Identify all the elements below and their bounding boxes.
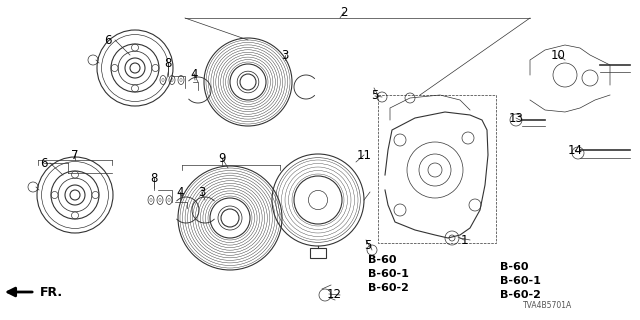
Text: 5: 5 (371, 89, 379, 101)
Text: B-60: B-60 (368, 255, 397, 265)
Text: 10: 10 (550, 49, 565, 61)
Text: 8: 8 (150, 172, 157, 185)
Text: 14: 14 (568, 143, 582, 156)
Text: 7: 7 (71, 148, 79, 162)
Text: 8: 8 (164, 57, 172, 69)
Text: 4: 4 (190, 68, 198, 81)
Text: 12: 12 (326, 289, 342, 301)
Text: TVA4B5701A: TVA4B5701A (523, 301, 572, 310)
Text: 9: 9 (218, 151, 226, 164)
Text: 3: 3 (198, 186, 205, 198)
Text: B-60-2: B-60-2 (500, 290, 541, 300)
Text: B-60-1: B-60-1 (368, 269, 409, 279)
Text: B-60-2: B-60-2 (368, 283, 409, 293)
Text: 5: 5 (364, 238, 372, 252)
Text: 4: 4 (176, 186, 184, 198)
Text: B-60: B-60 (500, 262, 529, 272)
Text: 3: 3 (282, 49, 289, 61)
Text: 11: 11 (356, 148, 371, 162)
Text: 13: 13 (509, 111, 524, 124)
Text: 6: 6 (40, 156, 48, 170)
Text: 2: 2 (340, 5, 348, 19)
FancyBboxPatch shape (310, 248, 326, 258)
Text: B-60-1: B-60-1 (500, 276, 541, 286)
Text: FR.: FR. (40, 285, 63, 299)
Text: 1: 1 (460, 234, 468, 246)
Text: 6: 6 (104, 34, 112, 46)
